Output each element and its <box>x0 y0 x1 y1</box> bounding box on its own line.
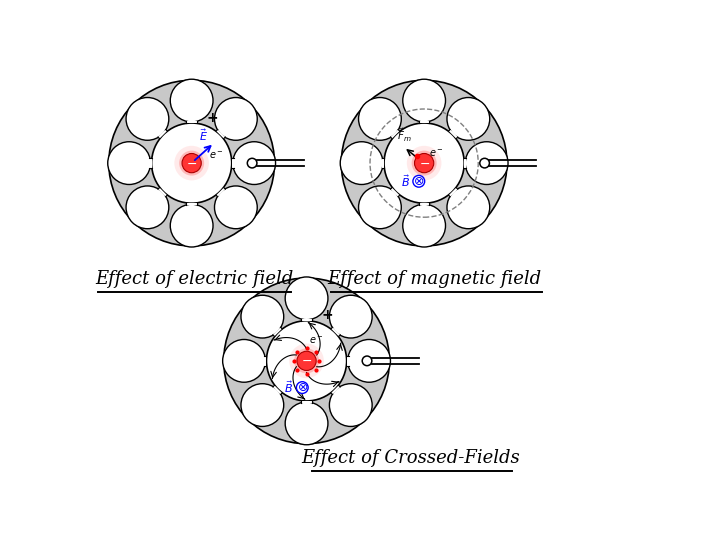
Polygon shape <box>390 188 400 197</box>
Circle shape <box>126 186 168 229</box>
Text: $e^-$: $e^-$ <box>429 148 444 159</box>
Circle shape <box>447 98 490 140</box>
Circle shape <box>174 146 209 180</box>
Polygon shape <box>464 158 467 168</box>
Circle shape <box>341 80 507 246</box>
Polygon shape <box>158 130 167 139</box>
Text: $\otimes$: $\otimes$ <box>297 381 308 394</box>
Polygon shape <box>331 386 340 395</box>
Circle shape <box>359 186 401 229</box>
Circle shape <box>413 176 425 187</box>
Polygon shape <box>331 327 340 336</box>
Polygon shape <box>301 319 312 321</box>
Circle shape <box>233 141 276 185</box>
Circle shape <box>285 277 328 320</box>
Text: $-$: $-$ <box>301 354 312 367</box>
Polygon shape <box>449 130 458 139</box>
Circle shape <box>447 186 490 229</box>
Circle shape <box>341 141 383 185</box>
Circle shape <box>170 79 213 122</box>
Text: Effect of magnetic field: Effect of magnetic field <box>328 270 542 288</box>
Polygon shape <box>449 188 458 197</box>
Circle shape <box>182 153 202 173</box>
Text: $\vec{F}_m$: $\vec{F}_m$ <box>397 126 411 144</box>
Circle shape <box>329 384 372 427</box>
Circle shape <box>294 348 319 373</box>
Circle shape <box>297 382 308 394</box>
Circle shape <box>359 98 401 140</box>
Text: $-$: $-$ <box>186 157 197 170</box>
Circle shape <box>170 204 213 247</box>
Polygon shape <box>273 327 282 336</box>
Polygon shape <box>273 386 282 395</box>
Polygon shape <box>158 188 167 197</box>
Circle shape <box>152 123 232 203</box>
Polygon shape <box>216 130 225 139</box>
Circle shape <box>407 146 441 180</box>
Circle shape <box>402 79 446 122</box>
Circle shape <box>215 186 257 229</box>
Text: $\vec{B}$: $\vec{B}$ <box>401 173 410 189</box>
Circle shape <box>480 158 490 168</box>
Circle shape <box>109 80 274 246</box>
Circle shape <box>108 141 150 185</box>
Circle shape <box>465 141 508 185</box>
Polygon shape <box>301 401 312 403</box>
Polygon shape <box>390 130 400 139</box>
Polygon shape <box>216 188 225 197</box>
Circle shape <box>126 98 168 140</box>
Polygon shape <box>186 121 197 123</box>
Polygon shape <box>150 158 152 168</box>
Text: +: + <box>321 308 333 322</box>
Polygon shape <box>419 203 429 205</box>
Circle shape <box>247 158 257 168</box>
Circle shape <box>285 402 328 445</box>
Polygon shape <box>264 355 266 366</box>
Circle shape <box>402 204 446 247</box>
Text: $\otimes$: $\otimes$ <box>413 175 424 188</box>
Polygon shape <box>186 203 197 205</box>
Circle shape <box>348 340 390 382</box>
Circle shape <box>241 295 284 338</box>
Polygon shape <box>382 158 384 168</box>
Polygon shape <box>232 158 234 168</box>
Circle shape <box>289 343 324 378</box>
Text: Effect of electric field: Effect of electric field <box>95 270 294 288</box>
Text: $\vec{E}$: $\vec{E}$ <box>199 127 207 143</box>
Polygon shape <box>419 121 429 123</box>
Circle shape <box>224 278 390 444</box>
Circle shape <box>362 356 372 366</box>
Text: $e^-$: $e^-$ <box>209 150 223 160</box>
Circle shape <box>297 351 316 370</box>
Circle shape <box>384 123 464 203</box>
Circle shape <box>329 295 372 338</box>
Text: $-$: $-$ <box>418 157 430 170</box>
Circle shape <box>415 153 433 173</box>
Circle shape <box>412 151 436 176</box>
Text: $\vec{B}$: $\vec{B}$ <box>284 380 293 395</box>
Circle shape <box>222 340 266 382</box>
Polygon shape <box>346 355 348 366</box>
Circle shape <box>241 384 284 427</box>
Circle shape <box>266 321 346 401</box>
Circle shape <box>215 98 257 140</box>
Text: Effect of Crossed-Fields: Effect of Crossed-Fields <box>302 449 520 467</box>
Circle shape <box>179 151 204 176</box>
Text: $e^-$: $e^-$ <box>309 335 324 346</box>
Text: +: + <box>207 111 218 125</box>
